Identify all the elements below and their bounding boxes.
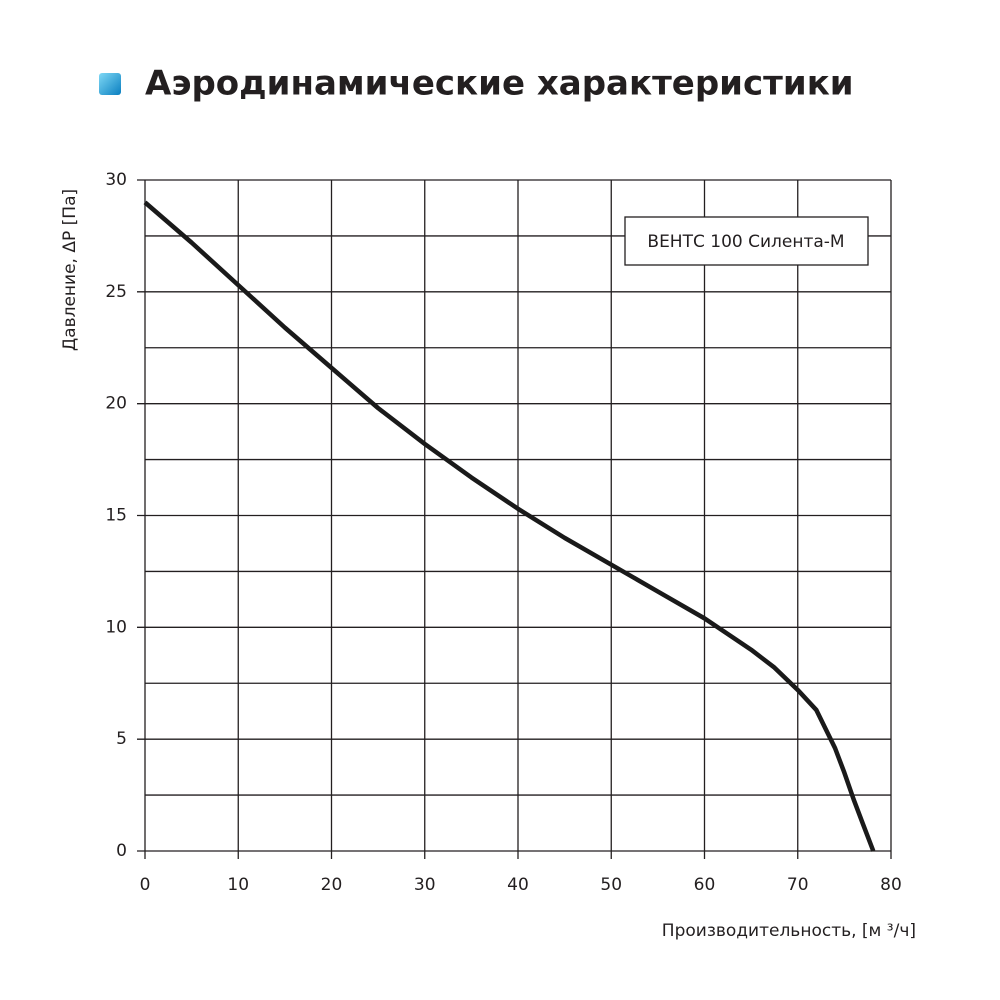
- x-tick-label: 70: [787, 875, 809, 895]
- y-tick-label: 5: [116, 729, 127, 749]
- y-tick-label: 25: [105, 282, 127, 302]
- x-tick-label: 20: [321, 875, 343, 895]
- x-tick-label: 40: [507, 875, 529, 895]
- y-tick-label: 10: [105, 617, 127, 637]
- legend-box: [624, 216, 869, 266]
- x-tick-label: 30: [414, 875, 436, 895]
- y-tick-label: 0: [116, 841, 127, 861]
- x-tick-label: 60: [694, 875, 716, 895]
- y-tick-label: 15: [105, 506, 127, 526]
- data-line: [143, 200, 876, 852]
- y-tick-label: 30: [105, 170, 127, 190]
- y-axis-label: Давление, ΔP [Па]: [60, 189, 80, 351]
- title-icon: [99, 73, 121, 95]
- y-tick-label: 20: [105, 394, 127, 414]
- x-axis-label: Производительность, [м ³/ч]: [662, 921, 916, 941]
- legend-label: ВЕНТС 100 Силента-М: [647, 232, 844, 252]
- x-tick-label: 80: [880, 875, 902, 895]
- x-tick-label: 0: [140, 875, 151, 895]
- x-tick-label: 50: [600, 875, 622, 895]
- x-tick-label: 10: [227, 875, 249, 895]
- chart-title: Аэродинамические характеристики: [145, 64, 854, 104]
